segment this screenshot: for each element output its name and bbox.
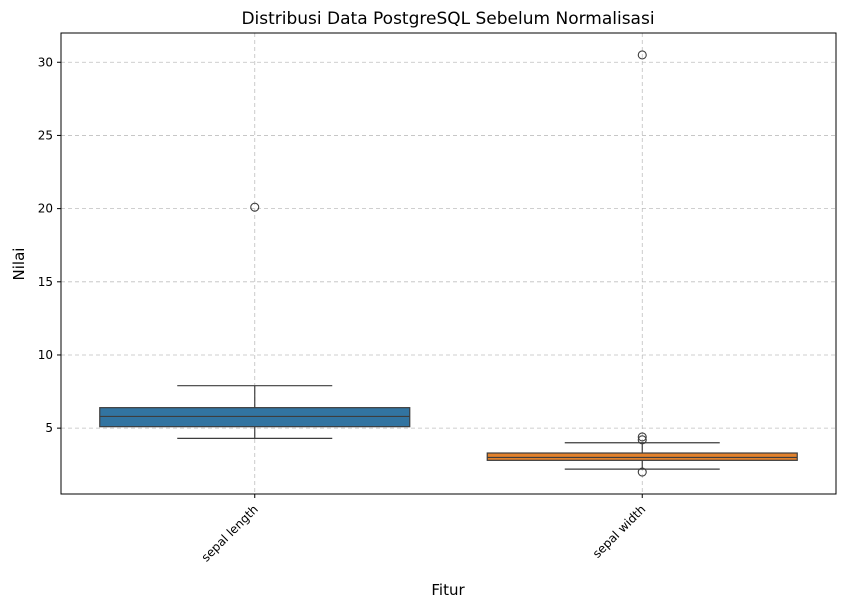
chart-title: Distribusi Data PostgreSQL Sebelum Norma… bbox=[241, 9, 654, 29]
outlier-point bbox=[637, 432, 647, 442]
x-tick-label: sepal length bbox=[199, 502, 261, 564]
y-tick-label: 30 bbox=[38, 55, 53, 69]
y-tick-label: 10 bbox=[38, 348, 53, 362]
outlier-point bbox=[250, 202, 260, 212]
boxes bbox=[99, 50, 798, 477]
grid bbox=[61, 33, 836, 494]
y-tick-label: 15 bbox=[38, 275, 53, 289]
outlier-point bbox=[637, 50, 647, 60]
axis-ticks: 5 10 15 20 25 30 sepal length sepal width bbox=[38, 55, 649, 564]
box-iqr bbox=[486, 452, 798, 461]
x-tick-label: sepal width bbox=[590, 502, 649, 561]
box-sepal-length bbox=[99, 202, 411, 439]
outlier-point bbox=[637, 467, 647, 477]
y-tick-label: 25 bbox=[38, 128, 53, 142]
outlier-point bbox=[637, 435, 647, 445]
box-sepal-width bbox=[486, 50, 798, 477]
box-iqr bbox=[99, 407, 411, 428]
x-axis-label: Fitur bbox=[431, 581, 465, 599]
plot-frame bbox=[60, 32, 837, 495]
y-tick-label: 20 bbox=[38, 202, 53, 216]
y-axis-label: Nilai bbox=[10, 248, 28, 281]
y-tick-label: 5 bbox=[45, 421, 53, 435]
